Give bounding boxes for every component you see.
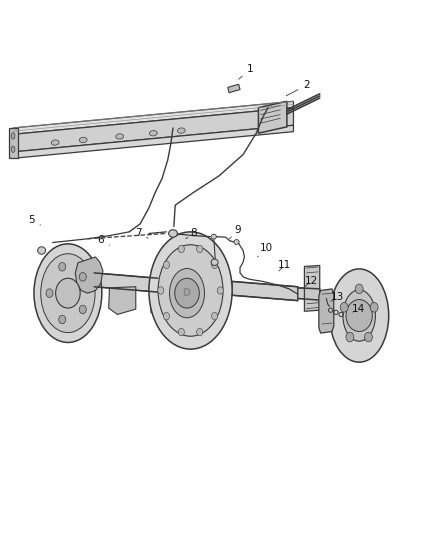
Circle shape bbox=[46, 289, 53, 297]
Circle shape bbox=[163, 312, 170, 320]
Ellipse shape bbox=[79, 137, 87, 143]
Polygon shape bbox=[13, 125, 293, 158]
Polygon shape bbox=[258, 101, 287, 133]
Polygon shape bbox=[94, 273, 158, 292]
Text: 11: 11 bbox=[278, 261, 291, 271]
Ellipse shape bbox=[38, 247, 46, 254]
Ellipse shape bbox=[116, 134, 124, 139]
Text: 13: 13 bbox=[331, 293, 344, 302]
Circle shape bbox=[340, 303, 348, 312]
Circle shape bbox=[56, 278, 80, 308]
Circle shape bbox=[370, 303, 378, 312]
Text: 2: 2 bbox=[286, 80, 310, 96]
Circle shape bbox=[79, 272, 86, 281]
Circle shape bbox=[163, 261, 170, 269]
Text: 7: 7 bbox=[134, 229, 148, 238]
Ellipse shape bbox=[149, 232, 232, 349]
Polygon shape bbox=[319, 289, 334, 333]
Circle shape bbox=[158, 287, 164, 294]
Text: 9: 9 bbox=[230, 225, 241, 239]
Polygon shape bbox=[13, 108, 293, 152]
Ellipse shape bbox=[51, 140, 59, 146]
Circle shape bbox=[346, 300, 372, 332]
Ellipse shape bbox=[169, 230, 177, 237]
Text: 12: 12 bbox=[304, 277, 318, 287]
Polygon shape bbox=[304, 265, 320, 311]
Circle shape bbox=[79, 305, 86, 314]
Ellipse shape bbox=[211, 235, 216, 239]
Circle shape bbox=[197, 328, 203, 336]
Polygon shape bbox=[75, 257, 103, 293]
Text: 10: 10 bbox=[258, 244, 273, 257]
Circle shape bbox=[217, 287, 223, 294]
Circle shape bbox=[59, 315, 66, 324]
Ellipse shape bbox=[329, 269, 389, 362]
Circle shape bbox=[355, 284, 363, 294]
Polygon shape bbox=[13, 101, 293, 134]
Circle shape bbox=[178, 245, 184, 253]
Ellipse shape bbox=[41, 254, 95, 333]
Polygon shape bbox=[149, 286, 166, 313]
Polygon shape bbox=[298, 288, 320, 300]
Circle shape bbox=[178, 328, 184, 336]
Circle shape bbox=[197, 245, 203, 253]
Text: 8: 8 bbox=[186, 229, 198, 239]
Circle shape bbox=[212, 312, 218, 320]
Text: D: D bbox=[182, 288, 190, 298]
Ellipse shape bbox=[234, 239, 239, 244]
Polygon shape bbox=[228, 84, 240, 93]
Circle shape bbox=[212, 261, 218, 269]
Ellipse shape bbox=[170, 269, 205, 318]
Circle shape bbox=[364, 332, 372, 342]
Polygon shape bbox=[232, 281, 298, 301]
Polygon shape bbox=[9, 128, 18, 158]
Text: 5: 5 bbox=[28, 215, 41, 225]
Ellipse shape bbox=[211, 259, 218, 265]
Circle shape bbox=[175, 278, 199, 308]
Ellipse shape bbox=[149, 131, 157, 136]
Ellipse shape bbox=[34, 244, 102, 343]
Ellipse shape bbox=[177, 128, 185, 133]
Ellipse shape bbox=[343, 290, 375, 341]
Text: 6: 6 bbox=[97, 235, 110, 245]
Text: 1: 1 bbox=[239, 64, 254, 79]
Circle shape bbox=[59, 263, 66, 271]
Ellipse shape bbox=[11, 133, 15, 139]
Circle shape bbox=[346, 332, 354, 342]
Text: 14: 14 bbox=[352, 304, 365, 314]
Ellipse shape bbox=[158, 245, 223, 336]
Polygon shape bbox=[109, 287, 136, 314]
Ellipse shape bbox=[11, 146, 15, 152]
